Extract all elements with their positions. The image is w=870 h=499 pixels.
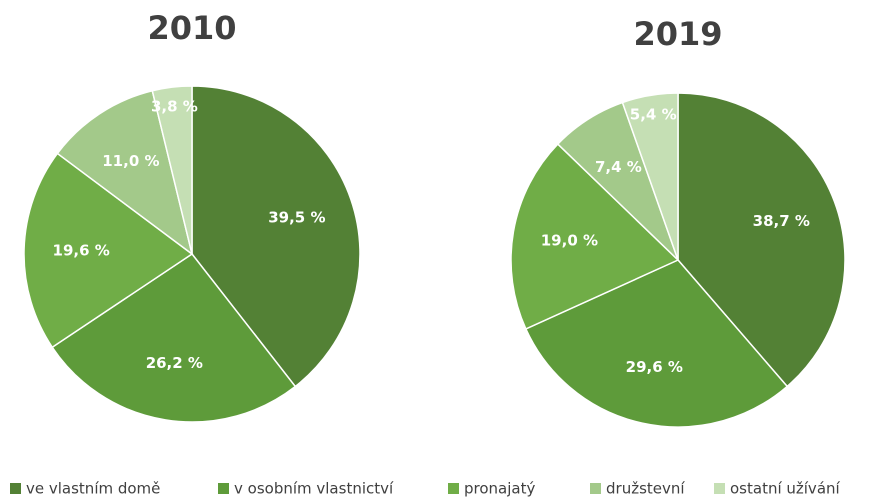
legend-label: pronajatý <box>464 480 535 498</box>
data-label: 19,0 % <box>541 232 598 250</box>
legend-swatch <box>448 483 459 494</box>
legend-label: družstevní <box>606 480 685 498</box>
legend-swatch <box>714 483 725 494</box>
pie-slice <box>677 92 846 388</box>
pie-slice <box>56 89 194 256</box>
pie-slice <box>191 85 361 388</box>
legend-swatch <box>590 483 601 494</box>
pie-slice <box>51 252 297 423</box>
data-label: 5,4 % <box>630 106 677 124</box>
chart-title: 2019 <box>633 15 722 53</box>
data-label: 7,4 % <box>595 158 642 176</box>
legend-swatch <box>218 483 229 494</box>
data-label: 38,7 % <box>753 212 810 230</box>
data-label: 3,8 % <box>151 98 198 116</box>
pie-slice <box>524 259 789 428</box>
pie-slice <box>151 85 193 255</box>
legend-label: ostatní užívání <box>730 480 841 498</box>
data-label: 11,0 % <box>102 152 159 170</box>
legend-swatch <box>10 483 21 494</box>
legend-label: ve vlastním domě <box>26 480 160 498</box>
legend-label: v osobním vlastnictví <box>234 480 394 498</box>
data-label: 29,6 % <box>626 358 683 376</box>
data-label: 26,2 % <box>146 354 203 372</box>
pie-slice <box>23 152 194 349</box>
pie-slice <box>510 143 680 330</box>
chart-title: 2010 <box>147 9 236 47</box>
data-label: 19,6 % <box>53 242 110 260</box>
data-label: 39,5 % <box>268 208 325 226</box>
pie-slice <box>621 92 679 261</box>
